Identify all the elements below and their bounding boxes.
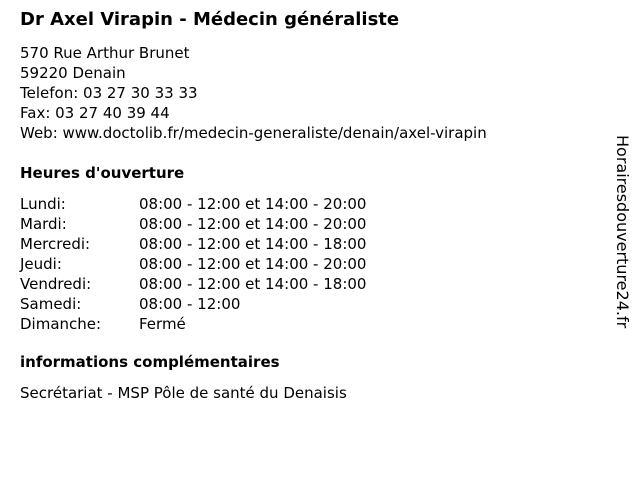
time: 08:00 - 12:00 bbox=[139, 295, 241, 313]
time: Fermé bbox=[139, 315, 186, 333]
day: Lundi: bbox=[20, 195, 66, 213]
day: Samedi: bbox=[20, 295, 82, 313]
hours-heading: Heures d'ouverture bbox=[20, 164, 185, 182]
day: Mercredi: bbox=[20, 235, 91, 253]
fax: Fax: 03 27 40 39 44 bbox=[20, 104, 170, 122]
hours-row: Mercredi: 08:00 - 12:00 et 14:00 - 18:00 bbox=[20, 234, 366, 254]
time: 08:00 - 12:00 et 14:00 - 20:00 bbox=[139, 215, 367, 233]
day: Dimanche: bbox=[20, 315, 102, 333]
page-title: Dr Axel Virapin - Médecin généraliste bbox=[20, 9, 400, 30]
day: Mardi: bbox=[20, 215, 67, 233]
hours-row: Dimanche: Fermé bbox=[20, 314, 366, 334]
hours-row: Mardi: 08:00 - 12:00 et 14:00 - 20:00 bbox=[20, 214, 366, 234]
contact-block: 570 Rue Arthur Brunet 59220 Denain Telef… bbox=[20, 43, 487, 143]
time: 08:00 - 12:00 et 14:00 - 18:00 bbox=[139, 235, 367, 253]
time: 08:00 - 12:00 et 14:00 - 20:00 bbox=[139, 255, 367, 273]
hours-row: Lundi: 08:00 - 12:00 et 14:00 - 20:00 bbox=[20, 194, 366, 214]
city: 59220 Denain bbox=[20, 64, 126, 82]
day: Jeudi: bbox=[20, 255, 62, 273]
day: Vendredi: bbox=[20, 275, 92, 293]
street-address: 570 Rue Arthur Brunet bbox=[20, 44, 190, 62]
hours-row: Vendredi: 08:00 - 12:00 et 14:00 - 18:00 bbox=[20, 274, 366, 294]
hours-row: Samedi: 08:00 - 12:00 bbox=[20, 294, 366, 314]
phone: Telefon: 03 27 30 33 33 bbox=[20, 84, 198, 102]
watermark: Horairesdouverture24.fr bbox=[613, 135, 632, 329]
hours-table: Lundi: 08:00 - 12:00 et 14:00 - 20:00 Mar… bbox=[20, 194, 366, 334]
info-text: Secrétariat - MSP Pôle de santé du Denai… bbox=[20, 384, 347, 402]
hours-row: Jeudi: 08:00 - 12:00 et 14:00 - 20:00 bbox=[20, 254, 366, 274]
website: Web: www.doctolib.fr/medecin-generaliste… bbox=[20, 124, 487, 142]
info-heading: informations complémentaires bbox=[20, 353, 280, 371]
time: 08:00 - 12:00 et 14:00 - 20:00 bbox=[139, 195, 367, 213]
time: 08:00 - 12:00 et 14:00 - 18:00 bbox=[139, 275, 367, 293]
